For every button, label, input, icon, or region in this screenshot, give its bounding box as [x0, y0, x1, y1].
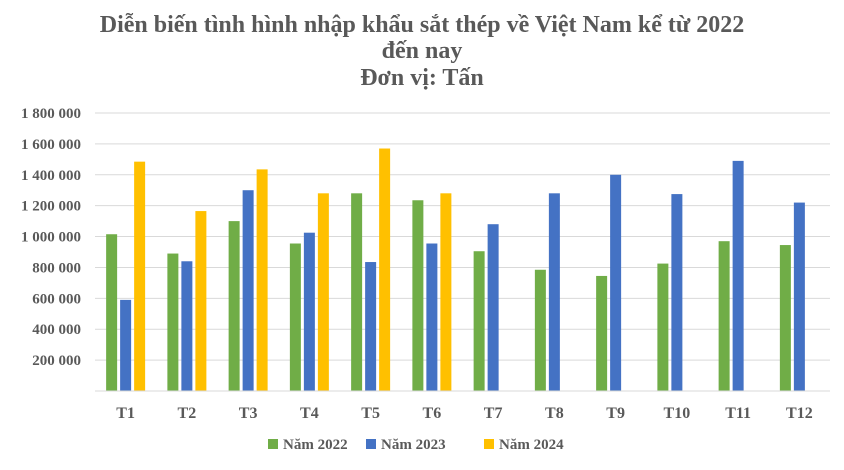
bar-năm-2022-t2 — [167, 253, 179, 391]
bar-năm-2023-t4 — [303, 232, 315, 391]
y-tick-label: 1 200 000 — [21, 199, 81, 215]
x-tick-label: T3 — [239, 405, 258, 422]
bar-năm-2023-t10 — [671, 194, 683, 391]
bar-năm-2022-t11 — [718, 241, 730, 391]
bar-năm-2023-t8 — [548, 193, 560, 391]
legend-swatch — [484, 439, 494, 449]
bar-năm-2024-t4 — [317, 193, 329, 391]
bar-năm-2024-t3 — [256, 169, 268, 391]
bar-năm-2022-t4 — [289, 243, 301, 391]
chart-subtitle-unit: Đơn vị: Tấn — [360, 65, 484, 91]
x-tick-label: T9 — [606, 405, 625, 422]
x-tick-label: T6 — [423, 405, 442, 422]
x-tick-label: T12 — [786, 405, 813, 422]
bar-năm-2022-t5 — [351, 193, 363, 391]
bar-năm-2022-t6 — [412, 200, 424, 391]
x-tick-label: T2 — [178, 405, 197, 422]
bar-năm-2022-t8 — [534, 269, 546, 391]
bar-năm-2024-t6 — [440, 193, 452, 391]
bar-năm-2023-t12 — [793, 202, 805, 391]
x-tick-label: T11 — [725, 405, 751, 422]
x-tick-label: T8 — [545, 405, 564, 422]
bar-năm-2023-t5 — [365, 262, 377, 391]
x-tick-label: T10 — [664, 405, 691, 422]
legend-swatch — [268, 439, 278, 449]
y-tick-label: 200 000 — [32, 353, 81, 369]
bar-năm-2022-t10 — [657, 263, 669, 391]
legend: Năm 2022 Năm 2023 Năm 2024 — [268, 437, 564, 453]
bar-năm-2024-t5 — [379, 148, 391, 391]
bars — [106, 148, 805, 391]
y-tick-label: 1 800 000 — [21, 106, 81, 122]
chart-title: Diễn biến tình hình nhập khẩu sắt thép v… — [100, 12, 745, 91]
legend-label: Năm 2023 — [381, 437, 446, 453]
x-tick-label: T1 — [116, 405, 135, 422]
y-tick-label: 1 400 000 — [21, 168, 81, 184]
chart-title-line-1: Diễn biến tình hình nhập khẩu sắt thép v… — [100, 12, 745, 38]
bar-năm-2022-t3 — [228, 221, 240, 391]
bar-năm-2023-t1 — [120, 299, 132, 391]
bar-năm-2022-t1 — [106, 234, 118, 391]
bar-năm-2023-t7 — [487, 224, 499, 391]
bar-năm-2022-t12 — [779, 245, 791, 391]
bar-năm-2023-t2 — [181, 261, 193, 391]
y-tick-label: 1 000 000 — [21, 230, 81, 246]
legend-label: Năm 2022 — [283, 437, 348, 453]
bar-năm-2022-t9 — [596, 275, 608, 391]
bar-năm-2022-t7 — [473, 251, 485, 391]
bar-năm-2023-t9 — [610, 174, 622, 391]
bar-năm-2023-t6 — [426, 243, 438, 391]
y-tick-label: 400 000 — [32, 322, 81, 338]
bar-năm-2023-t11 — [732, 160, 744, 391]
x-tick-label: T4 — [300, 405, 319, 422]
y-axis-ticks: 200 000 400 000 600 000 800 000 1 000 000 1 2… — [21, 106, 81, 369]
gridlines — [95, 112, 830, 361]
legend-swatch — [366, 439, 376, 449]
y-tick-label: 600 000 — [32, 291, 81, 307]
bar-năm-2024-t1 — [134, 161, 146, 391]
x-tick-label: T5 — [361, 405, 380, 422]
legend-label: Năm 2024 — [499, 437, 564, 453]
chart-title-line-2: đến nay — [382, 38, 463, 64]
bar-năm-2024-t2 — [195, 211, 207, 391]
y-tick-label: 800 000 — [32, 260, 81, 276]
y-tick-label: 1 600 000 — [21, 137, 81, 153]
x-axis-ticks: T1 T2 T3 T4 T5 T6 T7 T8 T9 T10 T11 T12 — [116, 405, 812, 422]
bar-năm-2023-t3 — [242, 190, 254, 391]
x-tick-label: T7 — [484, 405, 503, 422]
